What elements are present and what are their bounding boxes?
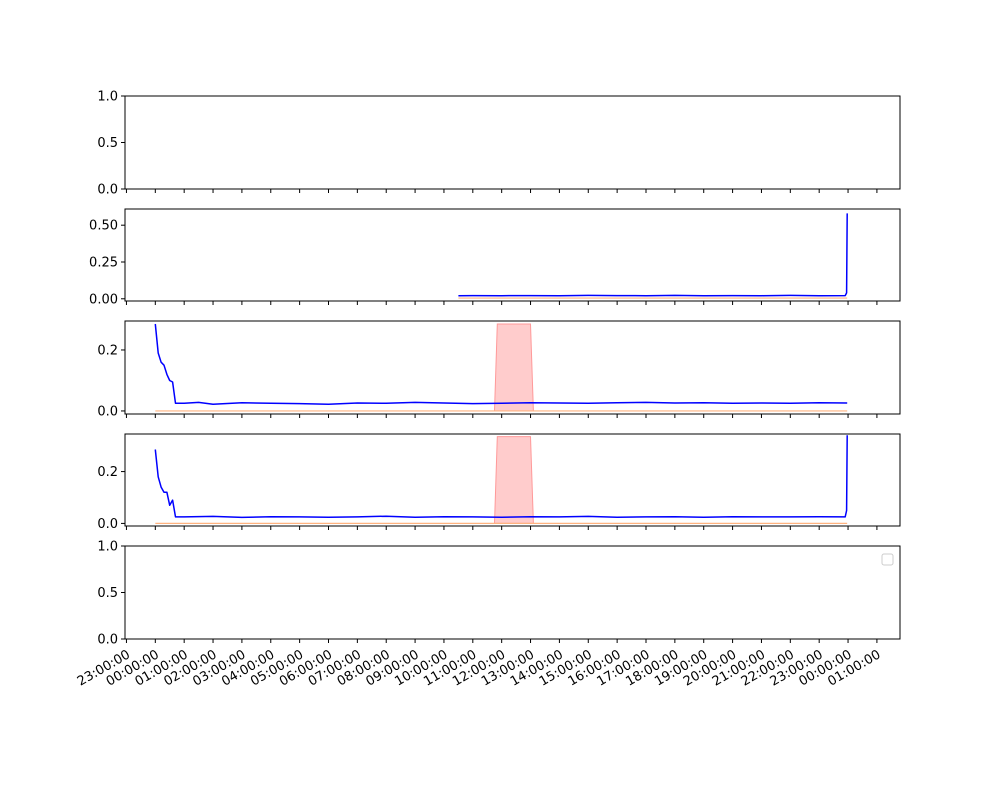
y-tick-label: 0.0 [97, 633, 118, 648]
y-tick-label: 1.0 [97, 540, 118, 555]
series-line [154, 435, 848, 519]
threshold-band [493, 436, 534, 524]
y-tick-label: 0.2 [97, 343, 118, 358]
threshold-band [493, 323, 534, 412]
subplot-2: 0.00 0.25 0.50 [89, 208, 901, 307]
legend-box [881, 553, 894, 566]
series-line [458, 213, 848, 297]
subplot-5: 0.0 0.5 1.0 [97, 540, 901, 648]
y-tick-label: 0.0 [97, 404, 118, 419]
axes-frame [124, 320, 901, 415]
subplot-3: 0.0 0.2 [97, 320, 901, 419]
y-tick-label: 0.5 [97, 136, 118, 151]
axes-frame [124, 433, 901, 527]
subplot-4: 0.0 0.2 [97, 433, 901, 532]
axes-frame [124, 208, 901, 302]
y-tick-label: 0.50 [89, 219, 118, 234]
y-tick-label: 0.5 [97, 586, 118, 601]
series-line [154, 323, 848, 405]
y-tick-label: 0.0 [97, 183, 118, 198]
y-tick-label: 0.00 [89, 292, 118, 307]
y-tick-label: 0.25 [89, 255, 118, 270]
y-tick-label: 0.0 [97, 517, 118, 532]
subplot-1: 0.0 0.5 1.0 [97, 90, 901, 198]
y-tick-label: 1.0 [97, 90, 118, 105]
y-tick-label: 0.2 [97, 465, 118, 480]
